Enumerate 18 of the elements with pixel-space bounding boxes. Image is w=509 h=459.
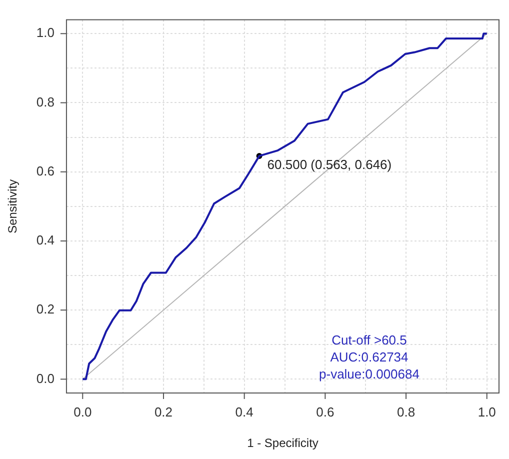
annotation: Cut-off >60.5 — [332, 332, 407, 348]
y-tick-label: 0.0 — [36, 370, 54, 386]
y-tick-label: 0.2 — [36, 302, 54, 317]
y-tick-label: 1.0 — [36, 25, 54, 40]
y-axis-title: Sensitivity — [6, 179, 20, 234]
annotation: 60.500 (0.563, 0.646) — [267, 157, 392, 172]
x-tick-label: 0.2 — [154, 404, 173, 420]
x-tick-label: 0.6 — [316, 404, 334, 420]
y-tick-label: 0.8 — [36, 94, 54, 110]
x-tick-label: 1.0 — [478, 404, 496, 420]
y-tick-label: 0.6 — [36, 163, 54, 178]
x-tick-label: 0.8 — [396, 404, 416, 420]
y-tick-label: 0.4 — [36, 232, 54, 248]
annotation: AUC:0.62734 — [330, 350, 408, 365]
x-axis-title: 1 - Specificity — [247, 436, 318, 450]
x-tick-label: 0.0 — [74, 404, 92, 420]
x-tick-label: 0.4 — [235, 404, 254, 420]
annotation: p-value:0.000684 — [319, 366, 420, 382]
